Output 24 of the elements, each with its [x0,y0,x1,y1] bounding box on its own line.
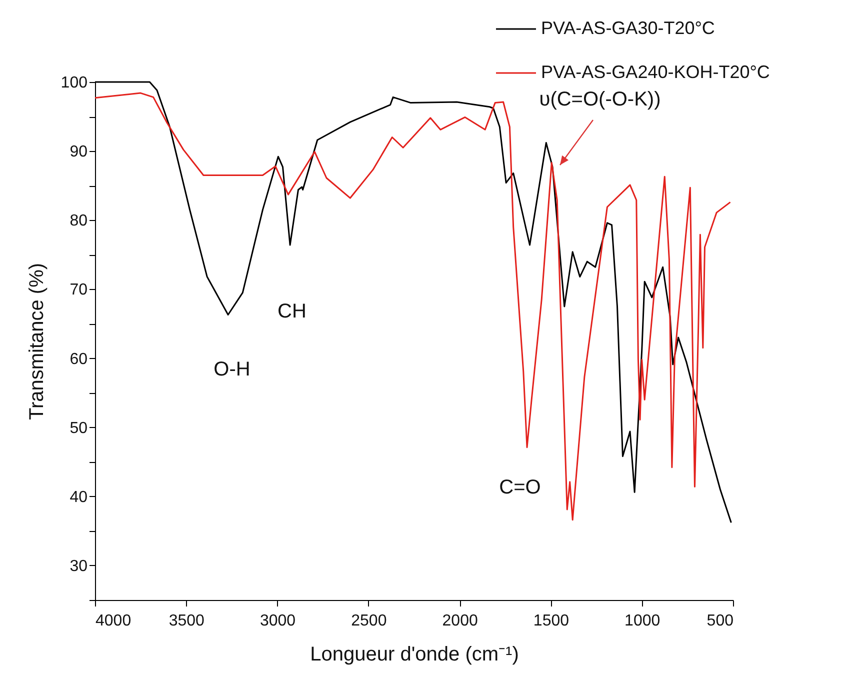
x-tick-label: 1000 [624,612,660,630]
x-tick-label: 4000 [96,612,132,630]
annotation: CH [278,300,306,322]
y-tick-label: 80 [70,212,88,230]
legend-label: PVA-AS-GA30-T20°C [541,18,715,38]
legend-label: PVA-AS-GA240-KOH-T20°C [541,62,770,82]
annotation: C=O [499,476,541,498]
x-axis-title: Longueur d'onde (cm⁻¹) [310,644,519,666]
y-tick-label: 90 [70,144,88,161]
x-tick-label: 1500 [533,612,570,630]
y-tick-label: 60 [70,350,88,368]
annotation: υ(C=O(-O-K)) [539,88,661,110]
x-tick-label: 3500 [168,612,205,630]
y-axis-title: Transmitance (%) [26,262,48,420]
y-tick-label: 100 [60,74,88,92]
y-tick-label: 40 [70,488,88,506]
x-tick-label: 3000 [260,612,296,630]
y-tick-label: 30 [70,558,88,575]
x-tick-label: 500 [706,612,734,630]
x-tick-label: 2500 [351,612,387,630]
y-tick-label: 70 [70,282,88,299]
annotation: O-H [214,358,250,380]
y-tick-label: 50 [70,420,88,437]
x-tick-label: 2000 [442,612,478,630]
